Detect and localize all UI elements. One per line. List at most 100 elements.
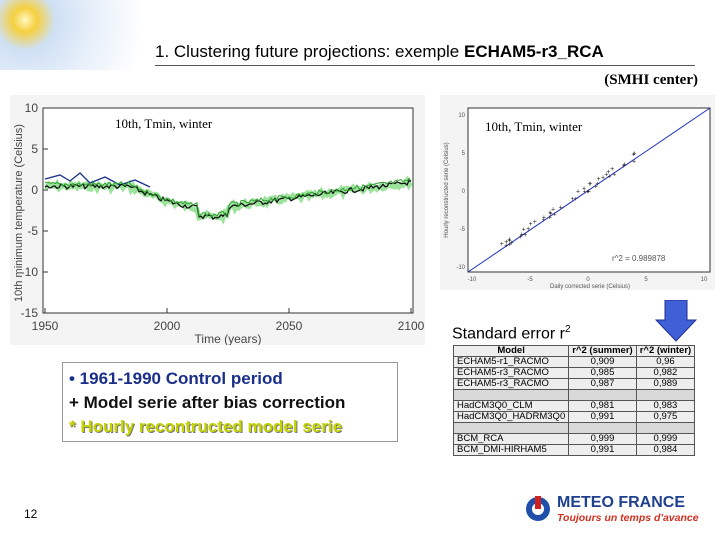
annotation: 10th, Tmin, winter [115, 116, 213, 131]
scatter-plus: + [587, 181, 591, 188]
curve-blue [44, 172, 151, 188]
y-label: Hourly reconstructed serie (Celsius) [444, 142, 450, 237]
curve-green [44, 177, 412, 218]
scatter-plus: + [594, 183, 598, 190]
table-row: ECHAM5-r3_RACMO 0,987 0,989 [452, 378, 696, 390]
table-cell: 0,991 [568, 411, 637, 423]
scatter-plus: + [588, 181, 592, 188]
x-tick-label: 2100 [398, 319, 425, 333]
table-cell [568, 389, 637, 401]
table-row: ECHAM5-r3_RACMO 0,985 0,982 [452, 367, 696, 379]
scatter-plus: + [597, 176, 601, 183]
center-label: (SMHI center) [604, 72, 698, 88]
table-cell: 0,989 [635, 378, 696, 390]
header-cell: r^2 (summer) [568, 345, 637, 357]
table-cell: ECHAM5-r3_RACMO [452, 378, 570, 390]
y-tick-label: 10 [25, 101, 39, 115]
legend-item: * Hourly recontructed model serie [69, 417, 343, 436]
scatter-plus: + [500, 241, 504, 248]
scatter-plus: + [632, 150, 636, 157]
x-tick-label: 0 [586, 277, 590, 283]
scatter-plus: + [549, 211, 553, 218]
table-cell: HadCM3Q0_HADRM3Q0 [452, 411, 570, 423]
table-cell: ECHAM5-r1_RACMO [452, 356, 570, 368]
table-cell: 0,985 [568, 367, 637, 379]
scatter-plus: + [608, 173, 612, 180]
scatter-plus: + [508, 237, 512, 244]
scatter-plus: + [587, 189, 591, 196]
table-header: Model r^2 (summer) r^2 (winter) [452, 345, 696, 357]
right-plot: 10th, Tmin, winter r^2 = 0.989878 Hourly… [440, 95, 715, 290]
y-tick-label: 10 [458, 113, 465, 119]
y-tick-label: -10 [21, 265, 39, 279]
table-row [452, 389, 696, 401]
scatter-plus: + [551, 206, 555, 213]
legend-item: • 1961-1990 Control period [69, 369, 283, 388]
logo-tagline: Toujours un temps d'avance [557, 512, 699, 524]
logo: METEO FRANCE Toujours un temps d'avance [525, 494, 710, 526]
logo-icon [526, 496, 550, 521]
table-row [452, 422, 696, 434]
table-cell [635, 389, 696, 401]
table-cell: 0,982 [635, 367, 696, 379]
y-tick-label: 0 [31, 183, 38, 197]
table-cell: 0,909 [568, 356, 637, 368]
x-tick-label: 10 [701, 277, 708, 283]
fit-line [467, 107, 711, 273]
table-cell: ECHAM5-r3_RACMO [452, 367, 570, 379]
table-row: ECHAM5-r1_RACMO 0,909 0,96 [452, 356, 696, 368]
table-cell [635, 422, 696, 434]
y-tick-label: -15 [21, 306, 39, 320]
legend-box: • 1961-1990 Control period + Model serie… [62, 362, 398, 442]
legend-item: + Model serie after bias correction [69, 393, 346, 412]
scatter-plus: + [518, 234, 522, 241]
table-cell: 0,981 [568, 400, 637, 412]
header-cell: Model [452, 345, 570, 357]
table-cell: 0,999 [568, 433, 637, 445]
scatter-plus: + [586, 189, 590, 196]
table-row: BCM_RCA 0,999 0,999 [452, 433, 696, 445]
table-cell: 0,987 [568, 378, 637, 390]
scatter-plus: + [542, 217, 546, 224]
scatter-plus: + [576, 188, 580, 195]
title-text: 1. Clustering future projections: exempl… [155, 42, 464, 61]
table-row: HadCM3Q0_CLM 0,981 0,983 [452, 400, 696, 412]
scatter-plus: + [522, 226, 526, 233]
scatter-plus: + [529, 221, 533, 228]
y-tick-label: -5 [27, 224, 38, 238]
table-cell: BCM_DMI-HIRHAM5 [452, 444, 570, 456]
title: 1. Clustering future projections: exempl… [155, 42, 695, 66]
table-row: BCM_DMI-HIRHAM5 0,991 0,984 [452, 444, 696, 456]
x-tick-label: 1950 [32, 319, 59, 333]
scatter-plus: + [504, 242, 508, 249]
table-wrap: Model r^2 (summer) r^2 (winter) ECHAM5-r1_R… [452, 345, 696, 456]
scatter-plus: + [601, 174, 605, 181]
scatter-plus: + [553, 211, 557, 218]
table-cell: 0,983 [635, 400, 696, 412]
corner-decoration [0, 0, 150, 70]
scatter-plus: + [526, 226, 530, 233]
scatter-plus: + [604, 172, 608, 179]
x-tick-label: 2050 [276, 319, 303, 333]
y-tick-label: 0 [462, 189, 466, 195]
table-cell: 0,984 [635, 444, 696, 456]
scatter-plus: + [523, 232, 527, 239]
scatter-plus: + [574, 196, 578, 203]
table-cell: HadCM3Q0_CLM [452, 400, 570, 412]
standard-error: Standard error r2 [452, 324, 571, 343]
scatter-plus: + [507, 236, 511, 243]
x-tick-label: 2000 [154, 319, 181, 333]
scatter-plus: + [533, 219, 537, 226]
logo-text: METEO FRANCE [557, 494, 685, 511]
annotation: 10th, Tmin, winter [485, 119, 583, 134]
header-cell: r^2 (winter) [635, 345, 696, 357]
title-bold: ECHAM5-r3_RCA [464, 42, 604, 61]
y-tick-label: 5 [31, 142, 38, 156]
page-number: 12 [24, 507, 38, 521]
table-cell: 0,975 [635, 411, 696, 423]
scatter-plus: + [510, 240, 514, 247]
table-cell: 0,96 [635, 356, 696, 368]
x-tick-label: 5 [644, 277, 648, 283]
down-arrow [655, 300, 697, 342]
